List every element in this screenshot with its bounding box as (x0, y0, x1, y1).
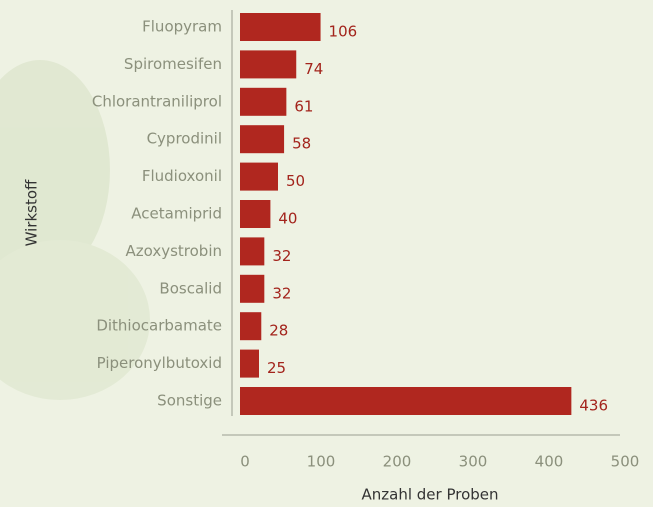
x-tick-label: 200 (383, 453, 412, 471)
x-axis-title: Anzahl der Proben (361, 486, 498, 504)
bar (240, 312, 262, 341)
value-label: 40 (278, 210, 297, 228)
value-label: 74 (304, 60, 323, 78)
x-tick-label: 500 (611, 453, 640, 471)
background-leaf (0, 60, 150, 400)
bar (240, 237, 265, 266)
value-label: 32 (272, 284, 291, 302)
leaf (0, 240, 150, 400)
y-tick-label: Sonstige (157, 392, 222, 410)
y-tick-label: Cyprodinil (147, 130, 222, 148)
value-label: 106 (329, 23, 358, 41)
x-tick-label: 100 (307, 453, 336, 471)
y-tick-label: Azoxystrobin (125, 242, 222, 260)
value-label: 28 (269, 322, 288, 340)
x-tick-label: 400 (535, 453, 564, 471)
x-tick-label: 300 (459, 453, 488, 471)
y-tick-label: Dithiocarbamate (96, 317, 222, 335)
value-label: 436 (579, 397, 608, 415)
bar (240, 13, 321, 41)
y-tick-label: Fludioxonil (142, 167, 222, 185)
bar (240, 50, 297, 79)
y-tick-label: Chlorantraniliprol (92, 92, 222, 110)
value-label: 50 (286, 172, 305, 190)
bar (240, 200, 271, 228)
y-axis-title: Wirkstoff (23, 179, 41, 246)
bar (240, 87, 287, 116)
y-tick-label: Piperonylbutoxid (97, 354, 222, 372)
bar (240, 387, 572, 415)
value-label: 58 (292, 135, 311, 153)
leaf (0, 60, 110, 280)
value-label: 25 (267, 359, 286, 377)
bar (240, 274, 265, 303)
value-label: 61 (294, 97, 313, 115)
y-tick-label: Spiromesifen (124, 55, 222, 73)
y-tick-label: Fluopyram (142, 18, 222, 36)
value-label: 32 (272, 247, 291, 265)
bar (240, 349, 259, 378)
y-tick-label: Boscalid (159, 279, 222, 297)
y-tick-label: Acetamiprid (131, 205, 222, 223)
bar (240, 162, 278, 191)
bar (240, 125, 285, 154)
x-tick-label: 0 (240, 453, 250, 471)
